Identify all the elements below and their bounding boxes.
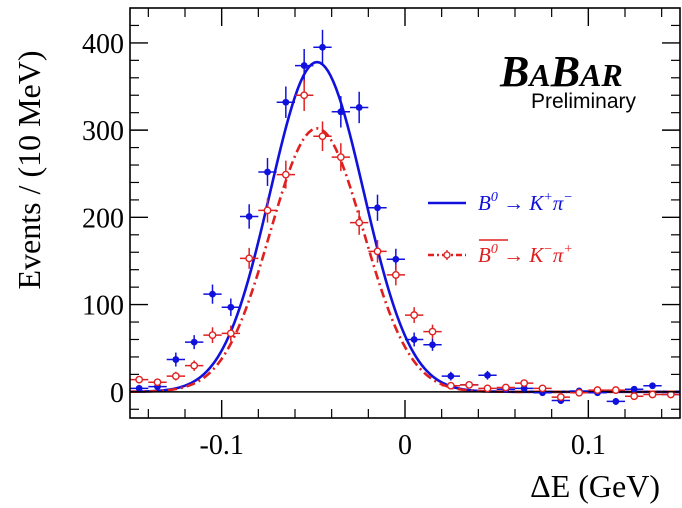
data-point-b0 — [203, 284, 222, 304]
y-tick-label: 400 — [82, 29, 124, 60]
data-point-b0bar — [570, 388, 589, 397]
x-tick-label: -0.1 — [200, 430, 244, 461]
data-point-b0 — [643, 382, 662, 390]
data-point-b0bar — [148, 378, 167, 387]
data-point-b0 — [405, 332, 424, 347]
data-point-b0 — [166, 352, 185, 367]
fit-curve-b0bar — [130, 127, 680, 394]
data-point-b0 — [313, 29, 332, 65]
legend: B0 → K+π− B0 → K−π+ — [428, 190, 573, 267]
data-point-b0 — [386, 248, 405, 270]
babar-logo-text: BABAR — [499, 47, 623, 96]
legend-label: B0 → K−π+ — [478, 242, 573, 267]
legend-label: B0 → K+π− — [478, 190, 573, 215]
y-axis-title: Events / (10 MeV) — [11, 50, 47, 289]
data-point-b0 — [350, 91, 369, 124]
data-point-b0bar — [331, 143, 350, 172]
data-point-b0bar — [276, 160, 295, 189]
data-point-b0 — [221, 298, 240, 316]
x-axis-title: ΔE (GeV) — [530, 468, 660, 504]
data-point-b0bar — [185, 360, 204, 371]
data-point-b0bar — [258, 198, 277, 223]
data-point-b0bar — [221, 325, 240, 342]
data-point-b0 — [478, 370, 497, 380]
data-point-b0 — [368, 194, 387, 221]
data-point-b0 — [606, 397, 625, 405]
data-point-b0bar — [643, 390, 662, 399]
babar-logo: BABAR Preliminary — [499, 47, 636, 113]
legend-entry-b0bar: B0 → K−π+ — [428, 239, 573, 267]
data-point-b0bar — [515, 379, 534, 388]
data-point-b0bar — [606, 386, 625, 394]
data-point-b0 — [130, 384, 149, 392]
data-point-b0bar — [295, 79, 314, 111]
y-tick-label: 0 — [110, 378, 124, 409]
y-tick-label: 200 — [82, 203, 124, 234]
data-point-b0 — [515, 384, 534, 392]
data-point-b0 — [240, 204, 259, 229]
data-points — [130, 29, 680, 405]
data-point-b0 — [258, 158, 277, 186]
data-point-b0bar — [423, 324, 442, 339]
data-point-b0bar — [203, 327, 222, 343]
data-point-b0bar — [240, 247, 259, 269]
data-point-b0 — [423, 338, 442, 351]
data-point-b0bar — [130, 375, 149, 384]
data-point-b0bar — [313, 121, 332, 152]
data-point-b0 — [625, 385, 644, 393]
data-point-b0 — [331, 96, 350, 128]
axis-ticks — [130, 8, 680, 418]
x-tick-label: 0.1 — [571, 430, 606, 461]
data-point-b0bar — [350, 210, 369, 235]
legend-entry-b0: B0 → K+π− — [428, 190, 573, 215]
data-point-b0bar — [588, 386, 607, 394]
data-point-b0bar — [496, 383, 515, 392]
data-point-b0 — [185, 335, 204, 350]
y-tick-label: 300 — [82, 116, 124, 147]
data-point-b0 — [276, 86, 295, 118]
data-point-b0bar — [368, 240, 387, 263]
data-point-b0 — [441, 371, 460, 381]
x-tick-label: 0 — [398, 430, 412, 461]
data-point-b0bar — [460, 380, 479, 389]
data-point-b0bar — [625, 392, 644, 401]
data-point-b0bar — [551, 393, 570, 401]
data-point-b0 — [295, 49, 314, 83]
data-point-b0bar — [166, 371, 185, 381]
tick-labels: -0.1 0 0.1 0 100 200 300 400 — [82, 29, 606, 461]
data-point-b0bar — [386, 264, 405, 286]
data-point-b0bar — [441, 381, 460, 390]
data-point-b0bar — [533, 384, 552, 393]
data-point-b0bar — [478, 384, 497, 393]
y-tick-label: 100 — [82, 291, 124, 322]
data-point-b0bar — [405, 307, 424, 323]
preliminary-label: Preliminary — [531, 90, 637, 113]
